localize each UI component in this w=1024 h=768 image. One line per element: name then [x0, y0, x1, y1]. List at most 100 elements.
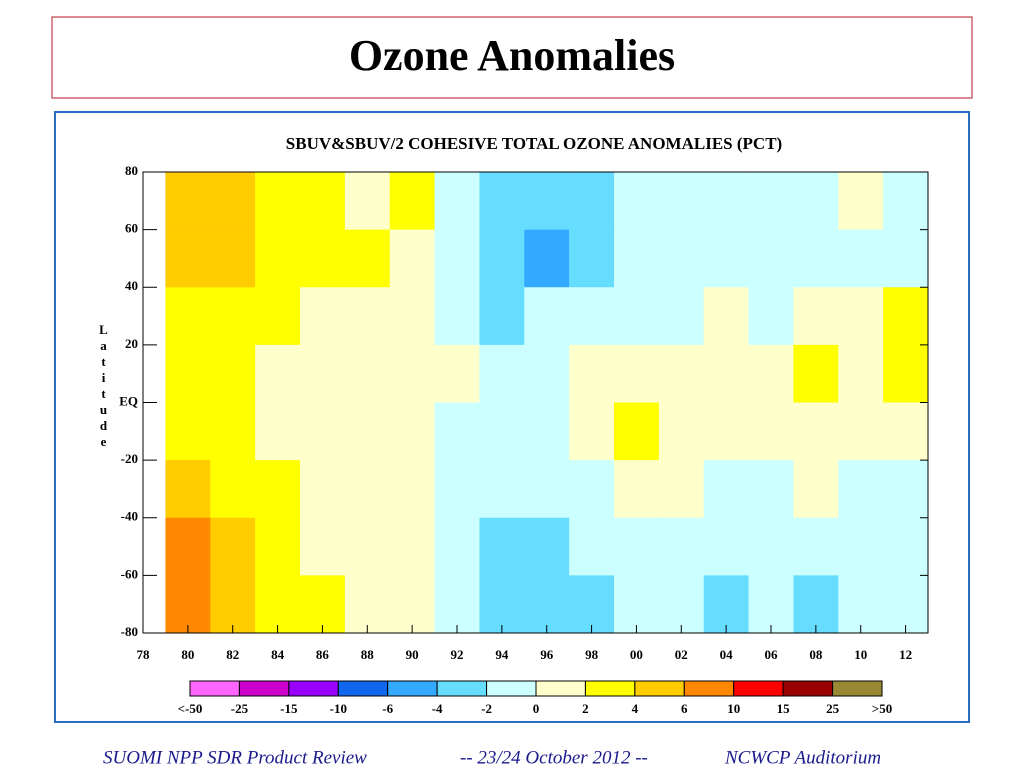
heat-cell	[524, 287, 570, 346]
heat-cell	[300, 344, 346, 403]
y-tick-label: EQ	[119, 393, 138, 408]
heat-cell	[658, 287, 705, 346]
heat-cell	[389, 172, 435, 230]
heat-cell	[255, 460, 301, 519]
y-tick-label: 80	[125, 163, 138, 178]
x-tick-label: 84	[271, 647, 285, 662]
heat-cell	[793, 229, 839, 288]
heat-cell	[165, 575, 211, 634]
heat-cell	[165, 344, 211, 403]
heat-cell	[838, 172, 884, 230]
heat-cell	[793, 517, 839, 576]
heat-cell	[479, 287, 525, 346]
heat-cell	[344, 575, 391, 634]
heat-cell	[210, 172, 256, 230]
x-tick-label: 98	[585, 647, 599, 662]
heat-cell	[793, 172, 839, 230]
heat-cell	[165, 460, 211, 519]
colorbar-label: -2	[481, 701, 492, 716]
footer-text: SUOMI NPP SDR Product Review	[103, 747, 367, 768]
y-tick-label: 40	[125, 278, 138, 293]
colorbar-swatch	[683, 680, 735, 697]
colorbar-swatch	[634, 680, 685, 697]
heat-cell	[569, 344, 615, 403]
colorbar-label: -6	[382, 701, 393, 716]
x-tick-label: 04	[720, 647, 734, 662]
heat-cell	[703, 172, 749, 230]
heat-cell	[210, 287, 256, 346]
heat-cell	[479, 460, 525, 519]
heat-cell	[434, 344, 480, 403]
heat-cell	[344, 517, 391, 576]
heat-cell	[389, 517, 435, 576]
x-tick-label: 12	[899, 647, 912, 662]
heat-cell	[300, 172, 346, 230]
heat-cell	[748, 402, 794, 461]
heat-cell	[748, 287, 794, 346]
heat-cell	[434, 575, 480, 634]
heat-cell	[300, 402, 346, 461]
heat-cell	[883, 344, 929, 403]
heat-cell	[793, 460, 839, 519]
heat-cell	[479, 172, 525, 230]
y-tick-label: -40	[121, 509, 138, 524]
heat-cell	[255, 229, 301, 288]
heat-cell	[883, 517, 929, 576]
heat-cell	[165, 402, 211, 461]
heat-cell	[344, 402, 391, 461]
heat-cell	[344, 344, 391, 403]
x-tick-label: 00	[630, 647, 643, 662]
heat-cell	[524, 575, 570, 634]
heat-cell	[703, 344, 749, 403]
heat-cell	[703, 287, 749, 346]
heat-cell	[748, 575, 794, 634]
x-tick-label: 86	[316, 647, 330, 662]
heat-cell	[883, 460, 929, 519]
heat-cell	[255, 402, 301, 461]
heat-cell	[434, 517, 480, 576]
x-tick-label: 96	[540, 647, 554, 662]
colorbar-label: 0	[533, 701, 540, 716]
heat-cell	[255, 172, 301, 230]
heat-cell	[434, 460, 480, 519]
heat-cell	[210, 517, 256, 576]
slide-title: Ozone Anomalies	[349, 31, 675, 80]
colorbar-swatch	[733, 680, 784, 697]
heat-cell	[479, 575, 525, 634]
heat-cell	[614, 344, 660, 403]
heat-cell	[255, 344, 301, 403]
heat-cell	[434, 287, 480, 346]
heat-cell	[838, 460, 884, 519]
heat-cell	[255, 575, 301, 634]
heat-cell	[210, 460, 256, 519]
heat-cell	[658, 229, 705, 288]
x-tick-label: 06	[765, 647, 779, 662]
heat-cell	[748, 517, 794, 576]
heat-cell	[389, 402, 435, 461]
x-tick-label: 80	[181, 647, 194, 662]
heat-cell	[703, 460, 749, 519]
heat-cell	[165, 517, 211, 576]
heat-cell	[210, 229, 256, 288]
colorbar-label: 15	[777, 701, 791, 716]
heat-cell	[658, 460, 705, 519]
y-tick-label: -80	[121, 624, 138, 639]
heat-cell	[838, 344, 884, 403]
heat-cell	[479, 344, 525, 403]
colorbar-swatch	[486, 680, 537, 697]
colorbar-swatch	[436, 680, 488, 697]
y-tick-label: -20	[121, 451, 138, 466]
heat-cell	[793, 402, 839, 461]
title-box	[51, 16, 973, 99]
heat-cell	[748, 229, 794, 288]
heat-cell	[255, 287, 301, 346]
heat-cell	[165, 287, 211, 346]
colorbar-swatch	[337, 680, 389, 697]
heat-cell	[838, 402, 884, 461]
heat-cell	[569, 575, 615, 634]
heat-cell	[300, 517, 346, 576]
colorbar-label: <-50	[178, 701, 203, 716]
heat-cell	[344, 229, 391, 288]
colorbar-label: 4	[632, 701, 639, 716]
x-tick-label: 88	[361, 647, 375, 662]
